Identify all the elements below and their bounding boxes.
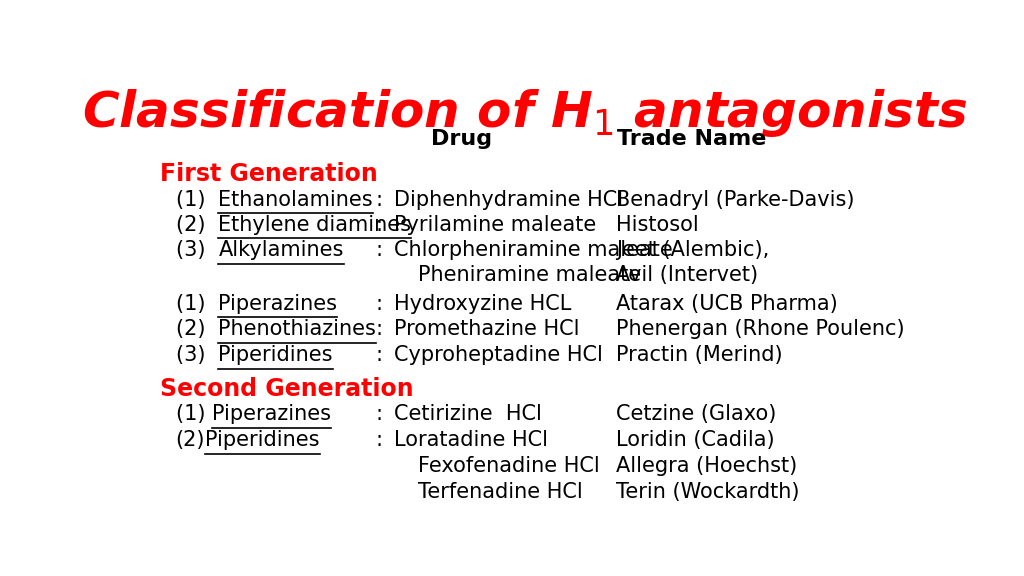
Text: Piperidines: Piperidines (218, 345, 333, 365)
Text: Trade Name: Trade Name (616, 129, 766, 149)
Text: (3): (3) (176, 345, 218, 365)
Text: Allegra (Hoechst): Allegra (Hoechst) (616, 456, 798, 476)
Text: (2): (2) (176, 215, 218, 234)
Text: :: : (376, 294, 383, 313)
Text: Piperazines: Piperazines (218, 294, 337, 313)
Text: (1): (1) (176, 294, 218, 313)
Text: (2): (2) (176, 430, 205, 450)
Text: Promethazine HCl: Promethazine HCl (394, 319, 580, 339)
Text: :: : (376, 215, 383, 234)
Text: :: : (376, 319, 383, 339)
Text: (3): (3) (176, 240, 218, 260)
Text: Atarax (UCB Pharma): Atarax (UCB Pharma) (616, 294, 838, 313)
Text: Practin (Merind): Practin (Merind) (616, 345, 782, 365)
Text: Diphenhydramine HCl: Diphenhydramine HCl (394, 190, 623, 210)
Text: Loridin (Cadila): Loridin (Cadila) (616, 430, 775, 450)
Text: Drug: Drug (431, 129, 492, 149)
Text: Fexofenadine HCl: Fexofenadine HCl (418, 456, 599, 476)
Text: Phenothiazines: Phenothiazines (218, 319, 376, 339)
Text: Chlorpheniramine maleate: Chlorpheniramine maleate (394, 240, 673, 260)
Text: Jeet (Alembic),: Jeet (Alembic), (616, 240, 769, 260)
Text: Piperidines: Piperidines (205, 430, 319, 450)
Text: Cetzine (Glaxo): Cetzine (Glaxo) (616, 404, 776, 425)
Text: First Generation: First Generation (160, 162, 378, 186)
Text: Terfenadine HCl: Terfenadine HCl (418, 482, 583, 502)
Text: Pheniramine maleate: Pheniramine maleate (418, 265, 641, 285)
Text: :: : (376, 345, 383, 365)
Text: Ethanolamines: Ethanolamines (218, 190, 373, 210)
Text: :: : (376, 404, 383, 425)
Text: Alkylamines: Alkylamines (218, 240, 344, 260)
Text: Cetirizine  HCl: Cetirizine HCl (394, 404, 542, 425)
Text: Pyrilamine maleate: Pyrilamine maleate (394, 215, 596, 234)
Text: (2): (2) (176, 319, 218, 339)
Text: (1): (1) (176, 404, 212, 425)
Text: :: : (376, 240, 383, 260)
Text: Cyproheptadine HCl: Cyproheptadine HCl (394, 345, 603, 365)
Text: :: : (376, 190, 383, 210)
Text: Terin (Wockardth): Terin (Wockardth) (616, 482, 800, 502)
Text: Avil (Intervet): Avil (Intervet) (616, 265, 758, 285)
Text: :: : (376, 430, 383, 450)
Text: Hydroxyzine HCL: Hydroxyzine HCL (394, 294, 571, 313)
Text: Classification of H$_1$ antagonists: Classification of H$_1$ antagonists (82, 87, 968, 139)
Text: Phenergan (Rhone Poulenc): Phenergan (Rhone Poulenc) (616, 319, 904, 339)
Text: Piperazines: Piperazines (212, 404, 331, 425)
Text: Loratadine HCl: Loratadine HCl (394, 430, 548, 450)
Text: Benadryl (Parke-Davis): Benadryl (Parke-Davis) (616, 190, 855, 210)
Text: Second Generation: Second Generation (160, 377, 414, 401)
Text: (1): (1) (176, 190, 218, 210)
Text: Histosol: Histosol (616, 215, 698, 234)
Text: Ethylene diamines: Ethylene diamines (218, 215, 412, 234)
